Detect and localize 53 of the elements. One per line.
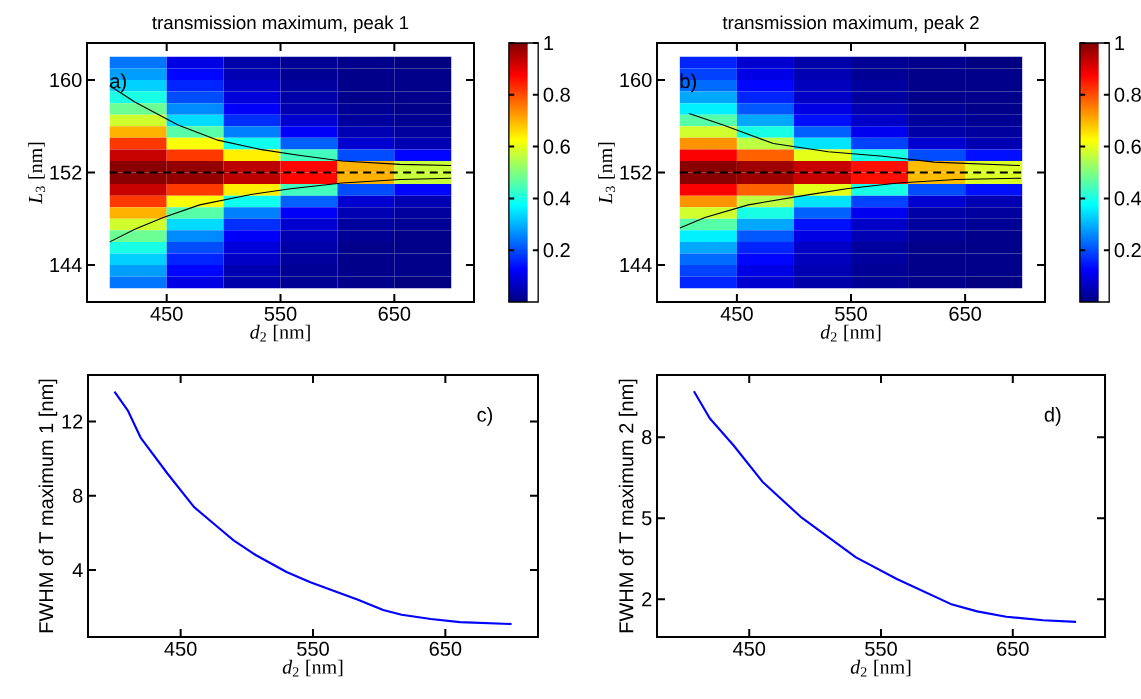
y-tick-label: 144 [50, 258, 82, 272]
x-tick-label: 550 [865, 641, 897, 656]
line-series [679, 177, 1022, 229]
x-tick-label: 650 [429, 641, 462, 656]
chart-title: transmission maximum, peak 2 [722, 15, 979, 33]
color-bar-label: 1 [1115, 36, 1125, 50]
x-tick-label: 550 [835, 306, 867, 321]
line-series [688, 112, 1021, 167]
y-tick-label: 5 [641, 511, 652, 526]
annotation: b) [680, 73, 696, 93]
annotation: a) [110, 73, 126, 93]
color-bar-label: 0.2 [1114, 243, 1141, 258]
x-tick-label: 650 [997, 641, 1029, 656]
color-bar-label: 0.6 [1114, 139, 1141, 154]
y-axis-title: FWHM of T maximum 2 [nm] [618, 379, 638, 633]
x-tick-label: 450 [150, 306, 183, 321]
annotation: c) [477, 407, 493, 426]
x-tick-label: 450 [720, 306, 753, 321]
x-tick-label: 450 [164, 641, 197, 656]
color-bar-label: 0.4 [1114, 191, 1141, 206]
y-tick-label: 8 [73, 488, 83, 503]
line-series [113, 390, 513, 626]
color-bar-label: 1 [544, 36, 554, 50]
y-tick-label: 160 [620, 72, 652, 88]
x-tick-label: 550 [264, 306, 297, 321]
annotation: d) [1044, 407, 1061, 426]
y-tick-label: 152 [50, 165, 82, 180]
x-tick-label: 650 [949, 306, 982, 321]
x-tick-label: 550 [297, 641, 329, 656]
color-bar-label: 0.8 [1114, 87, 1141, 102]
y-tick-label: 144 [620, 258, 652, 272]
color-bar-label: 0.8 [543, 87, 570, 102]
x-tick-label: 450 [733, 641, 766, 656]
chart-title: transmission maximum, peak 1 [152, 15, 409, 33]
line-series [109, 177, 452, 243]
y-axis-title: L$_{3}$ [nm] [598, 142, 616, 205]
x-axis-title: d$_{2}$ [nm] [850, 659, 911, 677]
color-bar-label: 0.2 [543, 243, 570, 258]
line-series [692, 390, 1078, 623]
y-tick-label: 4 [72, 563, 83, 577]
y-axis-title: FWHM of T maximum 1 [nm] [38, 379, 58, 633]
y-tick-label: 2 [642, 592, 652, 607]
color-bar-label: 0.4 [543, 191, 571, 206]
x-axis-title: d$_{2}$ [nm] [250, 324, 310, 342]
x-axis-title: d$_{2}$ [nm] [282, 659, 343, 677]
color-bar-label: 0.6 [543, 139, 570, 154]
x-tick-label: 650 [378, 306, 411, 321]
x-axis-title: d$_{2}$ [nm] [820, 324, 881, 342]
y-tick-label: 152 [620, 165, 652, 180]
y-axis-title: L$_{3}$ [nm] [28, 142, 46, 205]
y-tick-label: 8 [642, 430, 652, 445]
y-tick-label: 160 [50, 72, 82, 88]
y-tick-label: 12 [62, 414, 83, 429]
